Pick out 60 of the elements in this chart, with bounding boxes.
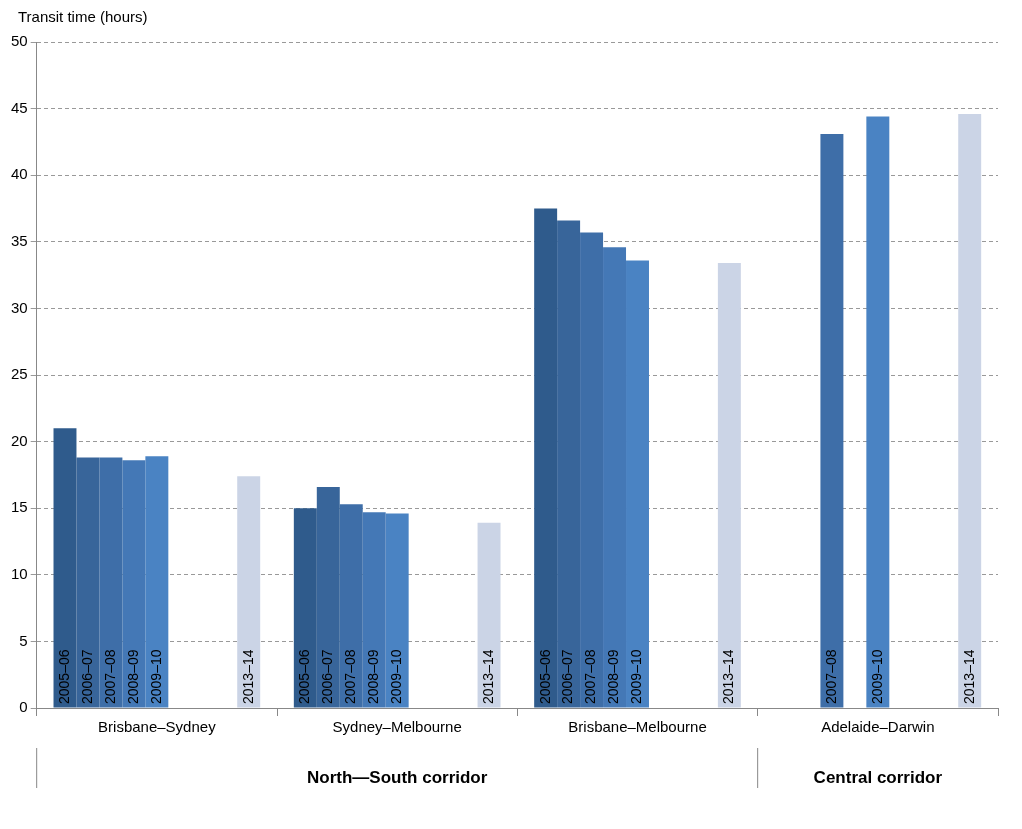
bar xyxy=(293,508,317,708)
text: 2013–14 xyxy=(479,649,496,704)
x-tick-label: Brisbane–Sydney xyxy=(98,718,217,736)
text: 2009–10 xyxy=(868,649,885,704)
bar xyxy=(237,476,261,708)
y-tick-label: 35 xyxy=(11,231,28,249)
bar xyxy=(145,456,169,708)
bar xyxy=(557,220,581,708)
bar xyxy=(958,113,982,708)
bar xyxy=(866,116,890,708)
text: 2009–10 xyxy=(388,649,405,704)
text: Central corridor xyxy=(813,767,943,787)
text: 2008–09 xyxy=(124,649,141,704)
bar xyxy=(477,522,501,708)
text: 2006–07 xyxy=(78,649,95,704)
bar xyxy=(53,428,77,708)
text: 2007–08 xyxy=(582,649,599,704)
y-tick-label: 5 xyxy=(19,631,28,649)
series-label: 2009–10 xyxy=(147,649,164,704)
y-tick-label: 20 xyxy=(11,431,28,449)
y-tick-label: 40 xyxy=(11,165,28,183)
text: North—South corridor xyxy=(306,767,488,787)
bar xyxy=(603,247,627,708)
text: 2009–10 xyxy=(628,649,645,704)
bar xyxy=(122,460,146,708)
text: 2007–08 xyxy=(342,649,359,704)
y-tick-label: 45 xyxy=(11,98,28,116)
text: 2005–06 xyxy=(536,649,553,704)
bar xyxy=(626,260,649,708)
bar xyxy=(580,232,604,708)
y-tick-label: 10 xyxy=(11,564,28,582)
bar xyxy=(717,263,741,708)
y-tick-label: 30 xyxy=(11,298,28,316)
text: 2007–08 xyxy=(822,649,839,704)
series-label: 2013–14 xyxy=(960,649,977,704)
series-label: 2007–08 xyxy=(101,649,118,704)
y-tick-label: 25 xyxy=(11,365,28,383)
y-tick-label: 50 xyxy=(11,32,28,50)
bar xyxy=(316,486,340,708)
bar xyxy=(99,457,123,708)
series-label: 2005–06 xyxy=(55,649,72,704)
text: 2006–07 xyxy=(559,649,576,704)
series-label: 2008–09 xyxy=(365,649,382,704)
y-tick-label: 0 xyxy=(19,698,28,716)
bar xyxy=(534,208,558,708)
text: 2005–06 xyxy=(296,649,313,704)
bar xyxy=(362,512,386,708)
bar xyxy=(820,133,844,708)
bar xyxy=(339,504,363,708)
series-label: 2006–07 xyxy=(319,649,336,704)
y-axis-title: Transit time (hours) xyxy=(18,8,149,27)
y-tick-label: 15 xyxy=(11,498,28,516)
bar xyxy=(76,457,100,708)
bar xyxy=(385,513,409,708)
x-tick-label: Brisbane–Melbourne xyxy=(568,718,707,736)
x-tick-label: Sydney–Melbourne xyxy=(332,718,462,736)
text: 2013–14 xyxy=(720,649,737,704)
text: 2013–14 xyxy=(239,649,256,704)
x-tick-label: Adelaide–Darwin xyxy=(821,718,935,736)
text: 2008–09 xyxy=(605,649,622,704)
